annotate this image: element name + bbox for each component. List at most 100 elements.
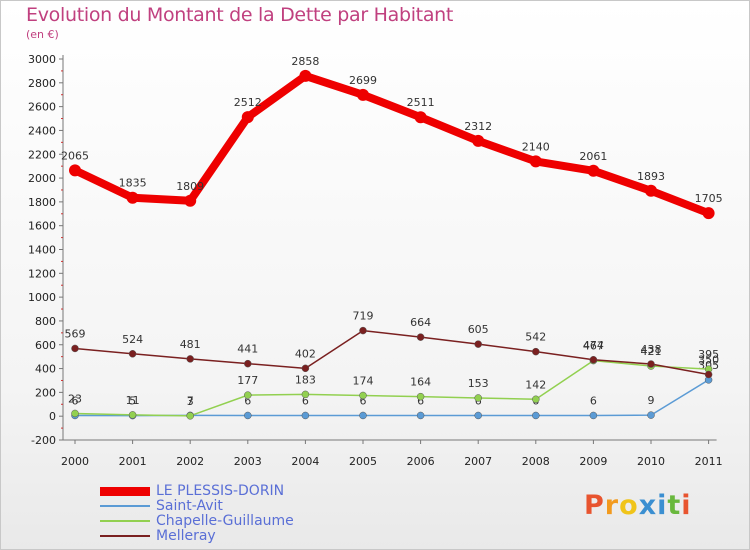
data-point: [529, 155, 542, 168]
series-line: [71, 71, 713, 218]
data-point: [702, 207, 715, 220]
data-point: [474, 394, 482, 402]
data-point: [357, 88, 369, 101]
data-label: 164: [410, 376, 431, 389]
data-label: 5: [129, 395, 136, 408]
data-point: [532, 347, 540, 356]
data-label: 569: [65, 327, 86, 340]
data-label: 1893: [637, 170, 665, 183]
data-label: 524: [122, 333, 143, 346]
data-point: [647, 411, 655, 419]
logo-letter: x: [638, 490, 658, 521]
data-label: 1835: [119, 177, 147, 190]
data-point: [647, 360, 655, 368]
legend-item-chapelle: Chapelle-Guillaume: [100, 514, 294, 529]
data-point: [416, 333, 425, 341]
data-point: [71, 409, 79, 418]
data-point: [301, 364, 310, 373]
data-label: 402: [295, 347, 316, 360]
x-tick-label: 2006: [407, 455, 435, 468]
x-tick-label: 2001: [119, 455, 147, 468]
data-point: [244, 359, 252, 368]
legend-swatch: [100, 520, 150, 522]
data-label: 183: [295, 373, 316, 386]
y-tick-label: -200: [31, 434, 56, 447]
data-point: [299, 69, 312, 82]
y-tick-label: 2400: [28, 124, 56, 137]
legend-label: Melleray: [156, 528, 216, 544]
series-line: [74, 359, 710, 417]
y-tick-label: 400: [35, 363, 56, 376]
legend-item-plessis: LE PLESSIS-DORIN: [100, 484, 294, 499]
data-point: [472, 134, 485, 147]
legend-swatch: [100, 535, 150, 537]
logo-letter: i: [681, 490, 692, 521]
data-label: 2511: [407, 96, 435, 109]
legend-item-saint-avit: Saint-Avit: [100, 499, 294, 514]
data-point: [126, 191, 139, 204]
data-point: [532, 411, 540, 420]
data-point: [128, 411, 137, 419]
x-tick-label: 2004: [291, 455, 319, 468]
data-label: 350: [698, 354, 719, 367]
legend-swatch: [100, 486, 150, 496]
data-label: 605: [468, 323, 489, 336]
legend-label: Saint-Avit: [156, 498, 223, 514]
data-point: [241, 111, 254, 124]
data-point: [645, 184, 657, 197]
data-point: [414, 111, 427, 124]
y-tick-label: 1800: [28, 196, 56, 209]
data-label: 6: [244, 394, 251, 407]
data-label: 1809: [176, 180, 204, 193]
y-tick-label: 3000: [28, 53, 56, 66]
y-tick-label: 2800: [28, 77, 56, 90]
data-label: 177: [237, 374, 258, 387]
y-tick-label: 600: [35, 339, 56, 352]
x-tick-label: 2009: [579, 455, 607, 468]
data-label: 23: [68, 392, 82, 405]
data-point: [186, 412, 194, 420]
data-label: 6: [590, 394, 597, 407]
series-line: [74, 379, 710, 417]
data-label: 438: [641, 343, 662, 356]
data-label: 9: [648, 394, 655, 407]
data-point: [359, 411, 367, 420]
logo-letter: o: [619, 490, 639, 521]
data-label: 542: [525, 331, 546, 344]
y-tick-label: 1600: [28, 220, 56, 233]
y-tick-label: 200: [35, 386, 56, 399]
legend-item-melleray: Melleray: [100, 529, 294, 544]
x-tick-label: 2007: [464, 455, 492, 468]
data-label: 6: [417, 394, 424, 407]
x-tick-label: 2008: [522, 455, 550, 468]
data-label: 7: [187, 394, 194, 407]
legend-label: Chapelle-Guillaume: [156, 513, 294, 529]
data-point: [474, 411, 482, 420]
data-label: 2065: [61, 149, 89, 162]
series-line: [74, 329, 710, 376]
data-label: 6: [360, 394, 367, 407]
data-label: 481: [180, 338, 201, 351]
data-label: 2699: [349, 74, 377, 87]
data-label: 2312: [464, 120, 492, 133]
data-label: 441: [237, 343, 258, 356]
data-label: 467: [583, 340, 604, 353]
data-point: [301, 411, 310, 420]
data-point: [532, 395, 540, 404]
logo-letter: P: [584, 490, 605, 521]
data-label: 664: [410, 316, 431, 329]
data-label: 2140: [522, 140, 550, 153]
data-label: 6: [72, 394, 79, 407]
legend-label: LE PLESSIS-DORIN: [156, 483, 285, 499]
data-point: [359, 326, 367, 335]
data-point: [416, 392, 425, 401]
data-label: 3: [187, 395, 194, 408]
data-point: [186, 355, 194, 363]
y-tick-label: 0: [49, 410, 56, 423]
data-label: 1705: [695, 192, 723, 205]
proxiti-logo: Proxiti: [584, 490, 692, 521]
x-tick-label: 2011: [695, 455, 723, 468]
logo-letter: i: [657, 490, 668, 521]
